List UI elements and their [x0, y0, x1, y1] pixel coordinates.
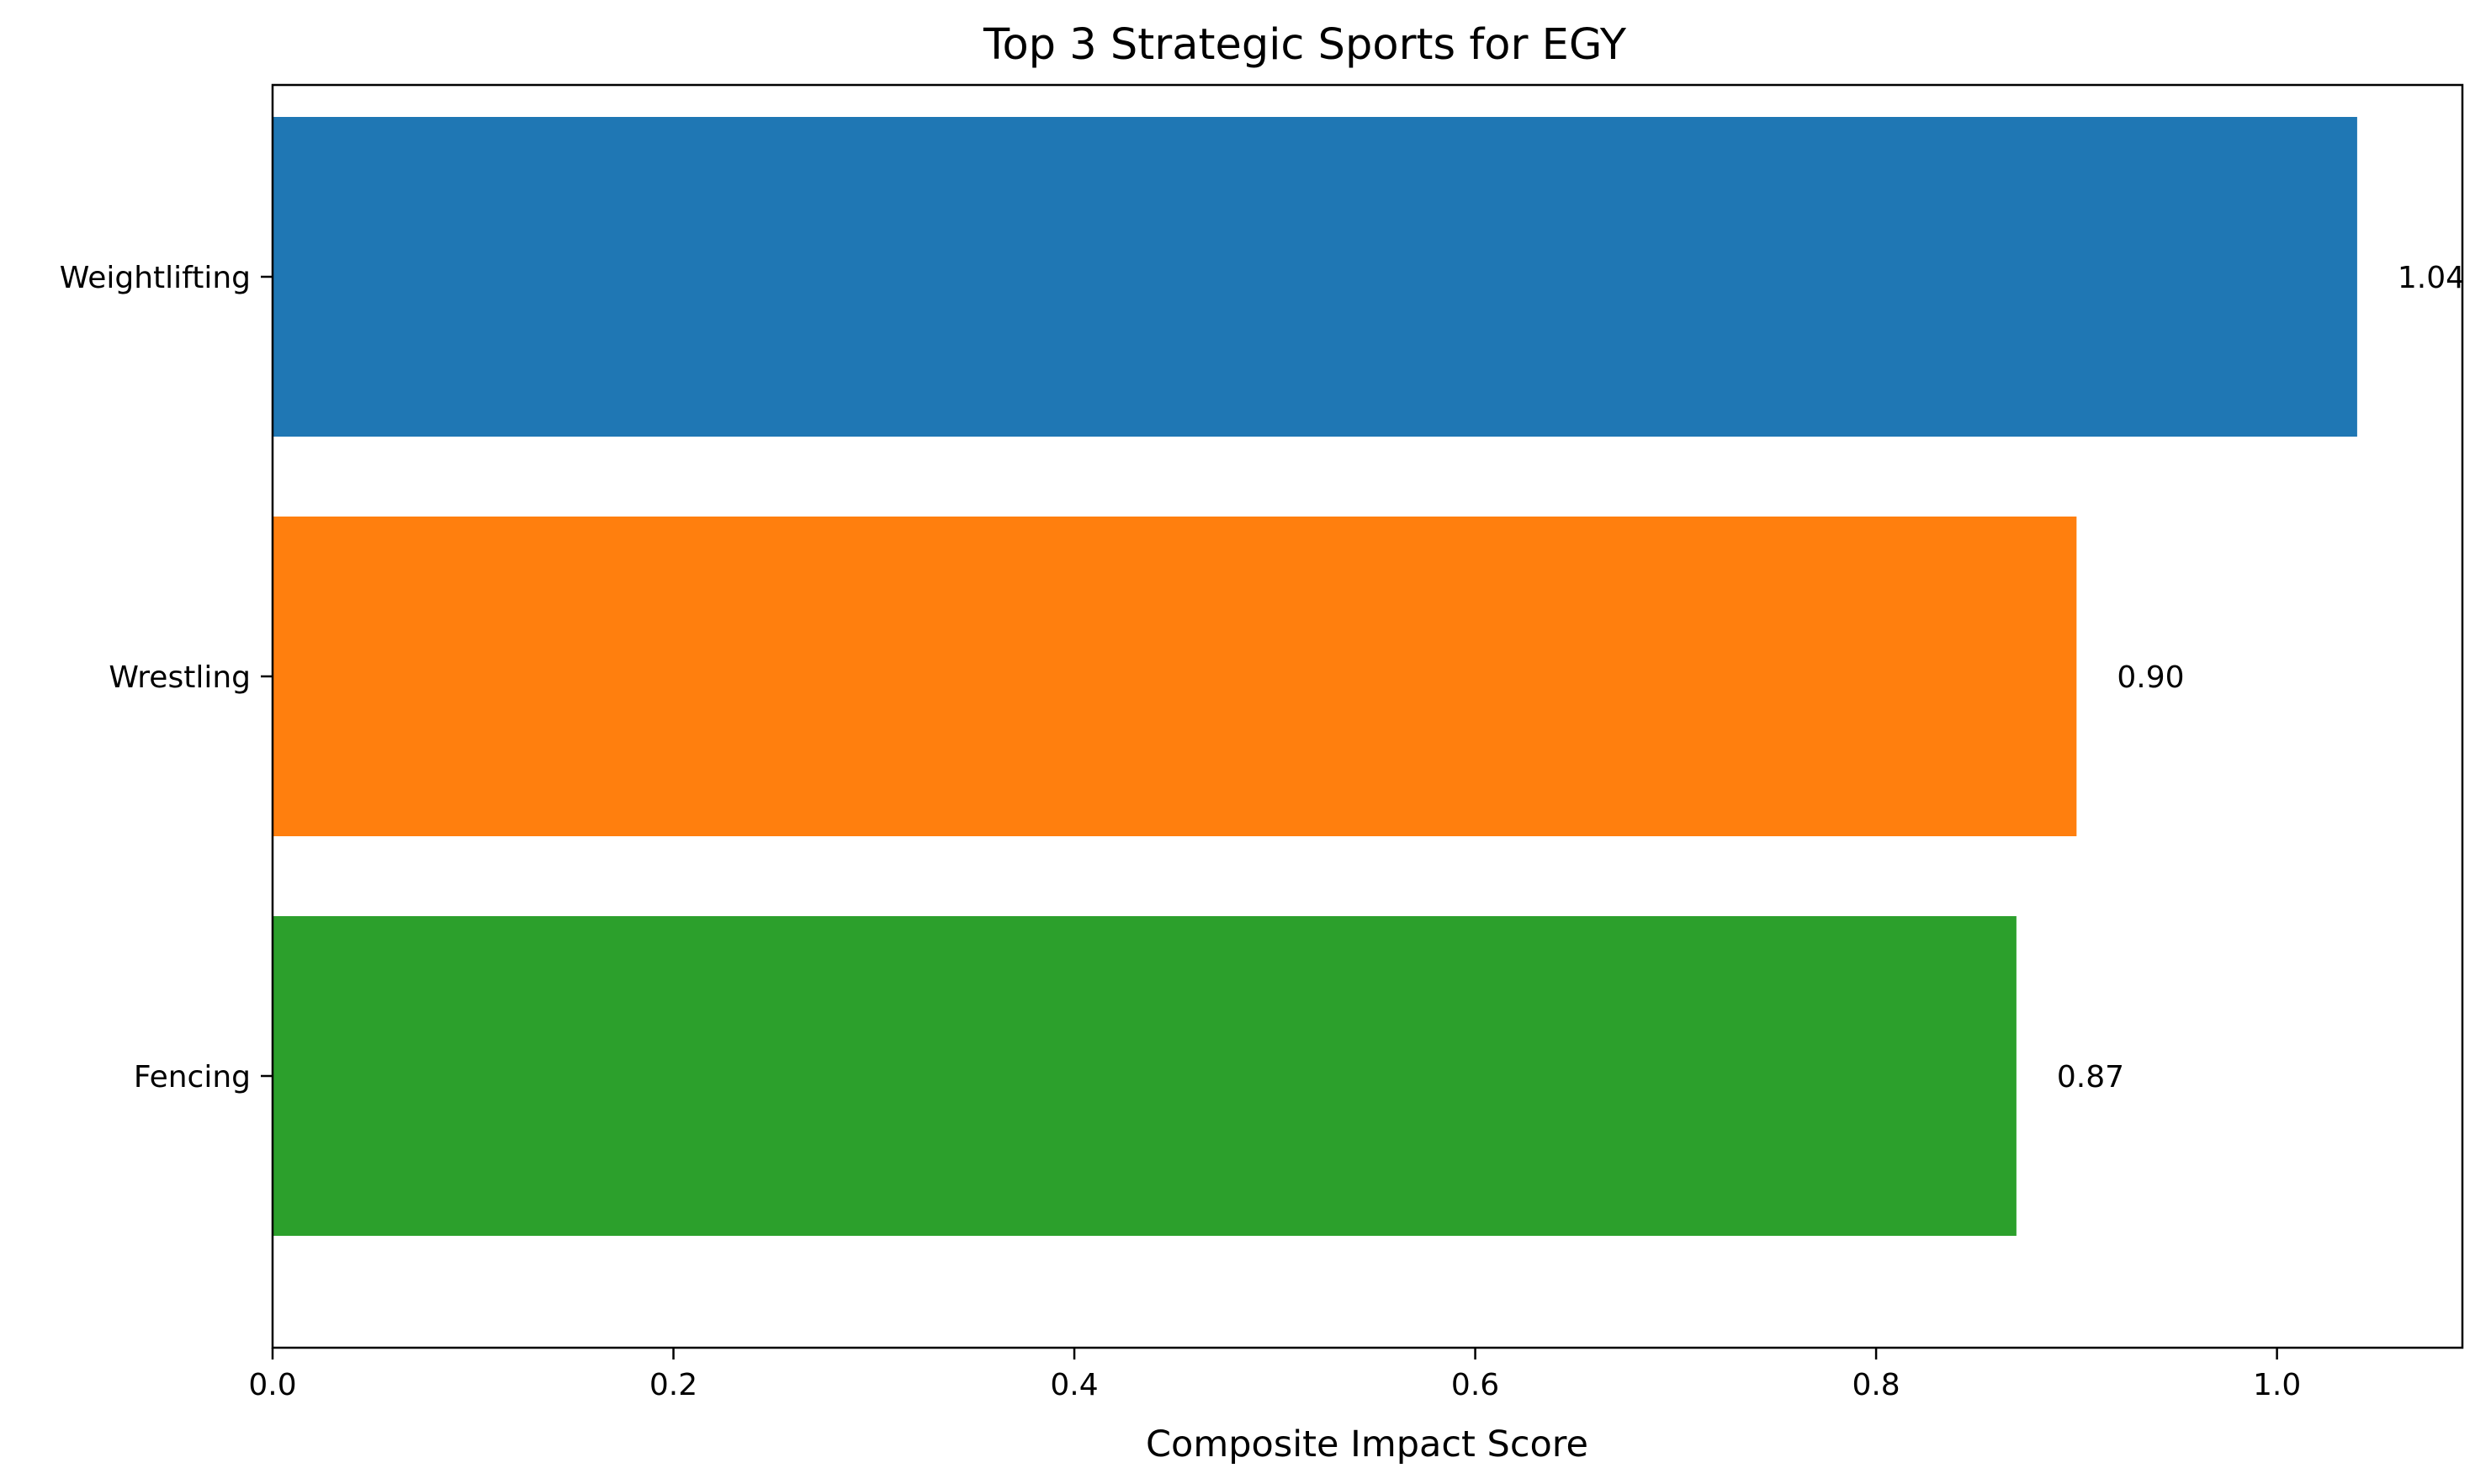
bar-weightlifting — [273, 117, 2357, 437]
y-tick-label-wrestling: Wrestling — [109, 660, 251, 695]
y-tick-label-weightlifting: Weightlifting — [60, 261, 251, 295]
x-tick-label: 0.8 — [1852, 1368, 1900, 1402]
x-axis-label: Composite Impact Score — [1146, 1423, 1588, 1465]
x-tick-label: 0.4 — [1050, 1368, 1098, 1402]
y-tick-label-fencing: Fencing — [134, 1060, 251, 1094]
value-label-fencing: 0.87 — [2057, 1060, 2124, 1094]
y-axis-ticks: Weightlifting Wrestling Fencing — [60, 261, 273, 1094]
chart-title: Top 3 Strategic Sports for EGY — [983, 20, 1627, 70]
bar-fencing — [273, 916, 2017, 1236]
value-label-weightlifting: 1.04 — [2398, 261, 2465, 295]
x-tick-label: 1.0 — [2253, 1368, 2301, 1402]
plot-frame — [271, 83, 2464, 1349]
value-label-wrestling: 0.90 — [2117, 660, 2184, 695]
x-axis-ticks: 0.0 0.2 0.4 0.6 0.8 1.0 — [248, 1348, 2301, 1402]
x-tick-label: 0.6 — [1451, 1368, 1499, 1402]
bars-group — [273, 117, 2357, 1236]
x-tick-label: 0.0 — [248, 1368, 296, 1402]
x-tick-label: 0.2 — [649, 1368, 697, 1402]
value-labels-group: 1.04 0.90 0.87 — [2057, 261, 2465, 1094]
bar-wrestling — [273, 517, 2077, 836]
